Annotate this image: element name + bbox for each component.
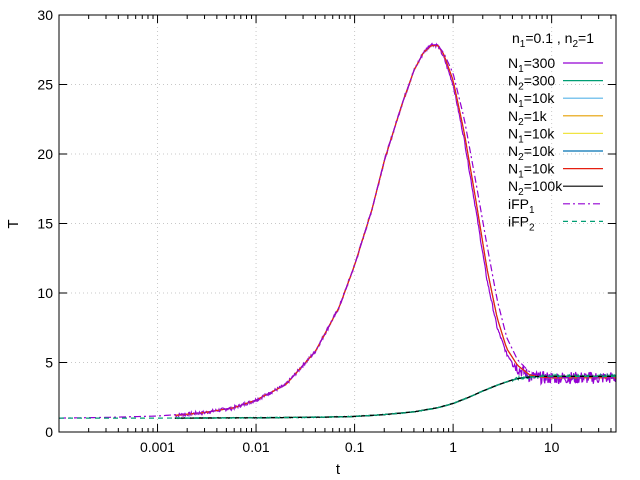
x-tick-label: 0.001 (140, 439, 175, 455)
y-tick-label: 25 (37, 77, 53, 93)
series-line-9 (58, 43, 616, 419)
axis-ticks: 0.001 0.01 0.1 1 10 0 5 10 15 20 25 30 (37, 7, 616, 455)
x-tick-label: 0.01 (242, 439, 269, 455)
x-axis-label: t (336, 461, 341, 478)
legend: n1=0.1 , n2=1N1=300N2=300N1=10kN2=1kN1=1… (508, 30, 603, 233)
legend-label-4: N2=1k (508, 108, 548, 128)
legend-label-9: iFP1 (508, 196, 535, 216)
x-tick-label: 0.1 (345, 439, 365, 455)
y-tick-label: 15 (37, 216, 53, 232)
plot-series (58, 42, 617, 420)
grid (59, 15, 616, 432)
y-axis-label: T (5, 219, 22, 228)
legend-label-5: N1=10k (508, 125, 555, 145)
legend-label-7: N1=10k (508, 161, 555, 181)
legend-label-1: N1=300 (508, 55, 555, 75)
y-tick-label: 5 (45, 355, 53, 371)
y-tick-label: 10 (37, 285, 53, 301)
legend-label-10: iFP2 (508, 213, 535, 233)
y-tick-label: 30 (37, 7, 53, 23)
y-tick-label: 0 (45, 424, 53, 440)
legend-label-2: N2=300 (508, 73, 555, 93)
legend-label-8: N2=100k (508, 178, 563, 198)
x-tick-label: 1 (449, 439, 457, 455)
y-tick-label: 20 (37, 146, 53, 162)
series-line-10 (59, 375, 616, 419)
legend-label-3: N1=10k (508, 90, 555, 110)
legend-header: n1=0.1 , n2=1 (512, 30, 594, 50)
x-tick-label: 10 (544, 439, 560, 455)
legend-label-6: N2=10k (508, 143, 555, 163)
